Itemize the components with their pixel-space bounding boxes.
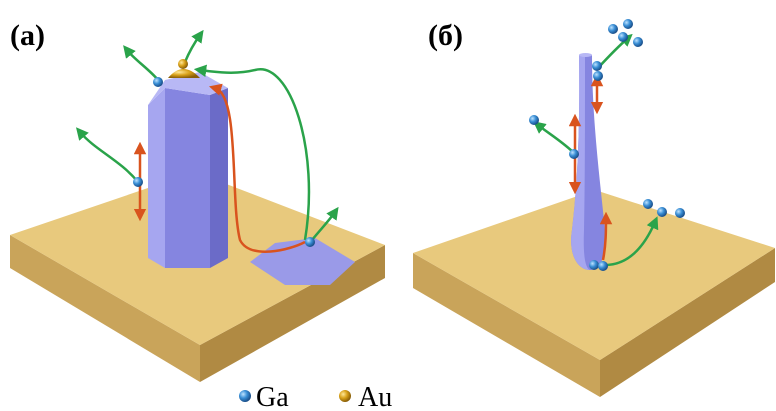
- panel-label: (б): [428, 19, 463, 52]
- panel-label: (a): [10, 19, 45, 52]
- legend-swatch: [239, 390, 251, 402]
- diagram: (a) (б): [0, 0, 776, 411]
- legend-swatch: [339, 390, 351, 402]
- legend: Ga Au: [239, 382, 392, 411]
- legend-label: Au: [358, 382, 392, 411]
- legend-label: Ga: [256, 382, 289, 411]
- nanowire: [571, 53, 606, 270]
